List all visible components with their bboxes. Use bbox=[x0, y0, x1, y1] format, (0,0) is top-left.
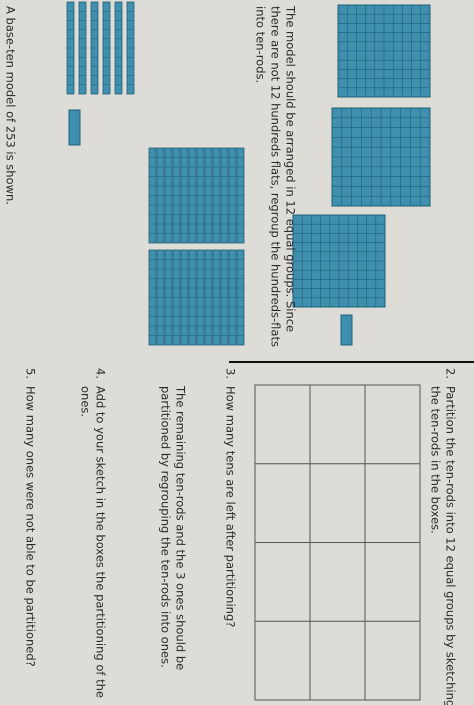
ten-rod bbox=[68, 109, 81, 146]
question-number: 2. bbox=[444, 368, 458, 379]
question-line: How many tens are left after partitionin… bbox=[224, 386, 238, 627]
question-number: 4. bbox=[94, 368, 108, 379]
note-line: into ten-rods. bbox=[254, 6, 268, 83]
ten-rod bbox=[340, 314, 353, 346]
question-line: How many ones were not able to be partit… bbox=[24, 386, 38, 667]
question-line: ones. bbox=[79, 386, 93, 417]
base-ten-model bbox=[66, 1, 431, 346]
prompt: A base-ten model of 253 is shown. bbox=[4, 6, 18, 205]
note-line: The remaining ten-rods and the 3 ones sh… bbox=[174, 385, 188, 670]
question-line: Add to your sketch in the boxes the part… bbox=[94, 386, 108, 698]
note-line: The model should be arranged in 12 equal… bbox=[284, 5, 298, 332]
question-number: 3. bbox=[224, 368, 238, 379]
note-line: partitioned by regrouping the ten-rods i… bbox=[159, 386, 173, 668]
answer-boxes bbox=[254, 384, 421, 701]
question-line: the ten-rods in the boxes. bbox=[429, 386, 443, 534]
question-number: 5. bbox=[24, 368, 38, 379]
question-line: Partition the ten-rods into 12 equal gro… bbox=[444, 386, 458, 705]
note-line: there are not 12 hundreds flats, regroup… bbox=[269, 6, 283, 347]
texts: A base-ten model of 253 is shown. The mod… bbox=[4, 5, 458, 705]
